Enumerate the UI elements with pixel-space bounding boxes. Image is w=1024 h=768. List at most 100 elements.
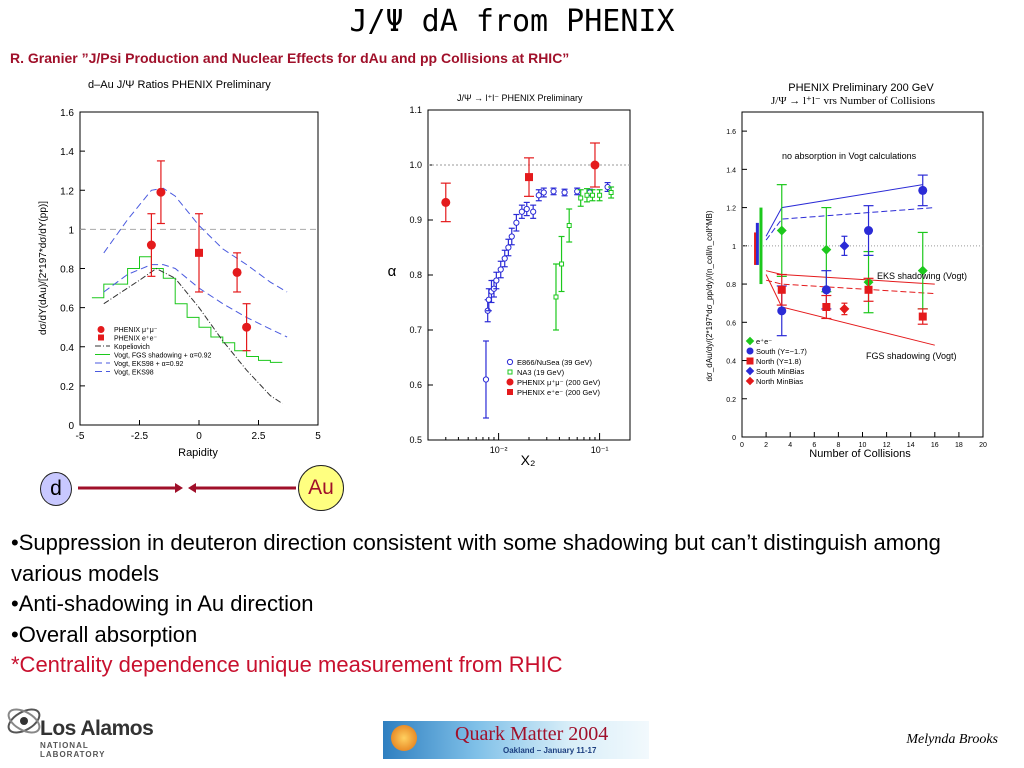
chart2-e866-point (485, 296, 492, 303)
chart3-background (696, 75, 996, 463)
bullet-2: •Anti-shadowing in Au direction (11, 591, 314, 616)
gold-circle: Au (298, 465, 344, 511)
qm-subtitle: Oakland – January 11-17 (503, 746, 597, 755)
chart3-legend-label: South MinBias (756, 367, 805, 376)
chart1-legend-label: Vogt, EKS98 (114, 370, 154, 377)
chart3-xtick-label: 14 (907, 442, 915, 449)
author-name: Melynda Brooks (906, 732, 998, 747)
chart2-legend-marker (506, 378, 514, 386)
chart1-xtick-label: 5 (315, 431, 321, 442)
chart3-north-point (777, 285, 786, 294)
chart2-e866-point (518, 208, 525, 215)
chart1-xtick-label: -2.5 (131, 431, 149, 442)
chart2-e866-point (561, 189, 568, 196)
chart3-ytick-label: 0.8 (726, 282, 736, 289)
qm-sun-icon (391, 725, 417, 751)
chart2-ylabel: α (388, 263, 397, 280)
chart1-xtick-label: 0 (196, 431, 202, 442)
quark-matter-banner: Quark Matter 2004 Oakland – January 11-1… (383, 721, 649, 759)
deuteron-circle: d (40, 472, 72, 506)
chart3-ytick-label: 0.2 (726, 397, 736, 404)
chart3-south-point (918, 185, 928, 195)
chart2-mumu-point (441, 197, 451, 207)
gold-label: Au (308, 476, 334, 499)
chart3-north-point (864, 285, 873, 294)
chart3-legend-marker (745, 366, 755, 376)
chart3-ee-point (776, 225, 787, 236)
chart1-legend-marker (97, 326, 105, 333)
chart1-title: d–Au J/Ψ Ratios PHENIX Preliminary (88, 79, 271, 91)
chart3-legend-marker (746, 357, 754, 365)
chart3-annotation-eks: EKS shadowing (Vogt) (877, 271, 967, 281)
chart3-ylabel: dσ_dAu/dy/(2*197*dσ_pp/dy)/(n_coll/n_col… (705, 210, 714, 381)
chart2-plot: 0.5 0.6 0.7 0.8 0.9 1.0 1.1 10⁻² 10⁻¹ E866/NuSea … (409, 105, 631, 455)
chart3-title: PHENIX Preliminary 200 GeV (788, 82, 934, 94)
chart3-ee-point (917, 265, 928, 276)
chart2-ytick-label: 0.9 (409, 215, 422, 225)
chart3-ee-point (821, 244, 832, 255)
chart2-ytick-label: 0.6 (409, 380, 422, 390)
chart1-xtick-label: -5 (76, 431, 85, 442)
bullet-list: •Suppression in deuteron direction consi… (11, 528, 1016, 681)
lanl-name: Los Alamos (40, 717, 154, 740)
chart3-north-point (918, 312, 927, 321)
chart1-kopeliovich-curve (103, 267, 283, 404)
chart3-legend-marker (745, 336, 755, 346)
chart3-annotation-noabs: no absorption in Vogt calculations (782, 151, 917, 161)
chart1-eks98-alpha-curve (103, 264, 288, 338)
chart3-eks-south-dashed (765, 207, 935, 241)
lanl-sub: NATIONAL LABORATORY (40, 741, 106, 759)
chart3-legend-marker (745, 376, 755, 386)
chart2-na3-point (584, 192, 590, 198)
chart2-e866-point (501, 255, 508, 262)
chart2-e866-point (540, 189, 547, 196)
chart3-legend-marker (746, 347, 754, 355)
chart2-legend-label: E866/NuSea (39 GeV) (517, 358, 593, 367)
chart3-legend-label: North MinBias (756, 377, 803, 386)
chart2-xlabel: X₂ (521, 452, 536, 468)
chart1-legend-label: Vogt, FGS shadowing + α=0.92 (114, 353, 212, 360)
chart3-ytick-label: 0 (732, 435, 736, 442)
chart1-legend-label: Vogt, EKS98 + α=0.92 (114, 361, 184, 368)
chart1-legend-label: PHENIX e⁺e⁻ (114, 336, 157, 343)
chart3-south-point (821, 285, 831, 295)
chart3-ytick-label: 0.6 (726, 320, 736, 327)
bullet-highlight: *Centrality dependence unique measuremen… (11, 652, 563, 677)
chart3-xtick-label: 16 (931, 442, 939, 449)
chart2-na3-point (597, 192, 603, 198)
chart2-e866-point (550, 188, 557, 195)
chart3-xtick-label: 4 (788, 442, 792, 449)
chart1-plot: 0 0.2 0.4 0.6 0.8 1 1.2 1.4 1.6 -5 -2.5 0 2.5 5 PHENIX… (60, 108, 321, 442)
chart2-legend-label: NA3 (19 GeV) (517, 368, 565, 377)
chart3-south-point (777, 306, 787, 316)
chart3-xtick-label: 12 (883, 442, 891, 449)
arrow-from-au-head (188, 483, 196, 493)
chart3-annotation-fgs: FGS shadowing (Vogt) (866, 351, 957, 361)
chart1-xlabel: Rapidity (178, 447, 218, 459)
chart2-na3-point (578, 195, 584, 201)
chart3-south-point (864, 226, 874, 236)
arrow-from-d-head (175, 483, 183, 493)
chart1-xtick-label: 2.5 (252, 431, 266, 442)
chart3-north-point (822, 303, 831, 311)
chart3-xtick-label: 18 (955, 442, 963, 449)
chart2-e866-point (513, 219, 520, 226)
chart1-legend-marker (98, 334, 104, 341)
chart3-legend-label: South (Y=−1.7) (756, 347, 807, 356)
chart2-legend-marker (507, 369, 513, 375)
slide-subtitle: R. Granier ”J/Psi Production and Nuclear… (10, 50, 570, 66)
chart1-ytick-label: 0.6 (60, 304, 74, 315)
chart2-legend-marker (506, 358, 514, 366)
chart1-mumu-point (242, 322, 252, 332)
chart1-eks98-curve (103, 187, 288, 293)
chart1-ytick-label: 0.8 (60, 265, 74, 276)
slide-title: J/Ψ dA from PHENIX (349, 4, 675, 39)
chart2-legend-marker (507, 389, 513, 395)
chart2-mumu-point (590, 160, 600, 170)
chart1-background (40, 75, 350, 463)
chart3-ytick-label: 0.4 (726, 359, 736, 366)
chart3-xtick-label: 6 (812, 442, 816, 449)
chart3-legend-label: e⁺e⁻ (756, 337, 772, 346)
chart3-xtick-label: 20 (979, 442, 987, 449)
